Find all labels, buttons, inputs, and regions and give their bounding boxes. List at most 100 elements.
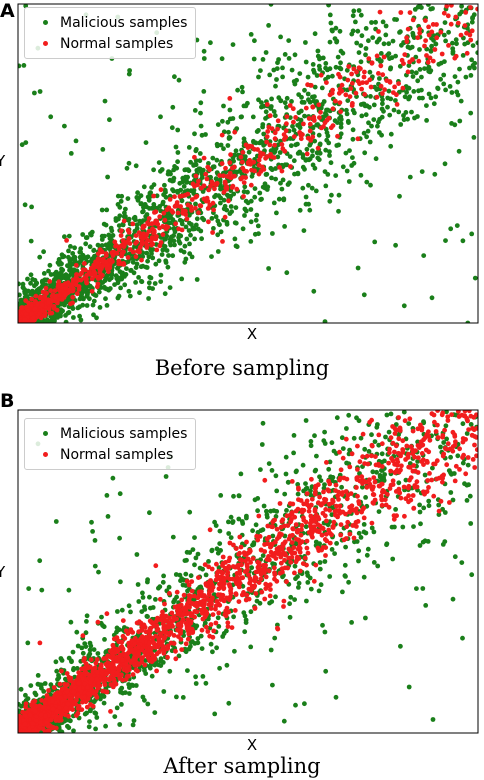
point-malicious (468, 110, 474, 116)
point-malicious (405, 44, 411, 50)
point-malicious (194, 277, 200, 282)
point-malicious (70, 306, 76, 311)
point-malicious (201, 48, 207, 54)
point-malicious (269, 96, 274, 102)
point-normal (394, 102, 400, 107)
point-normal (275, 126, 280, 132)
point-normal (232, 129, 238, 135)
point-normal (272, 130, 278, 136)
point-normal (425, 460, 430, 465)
point-normal (221, 189, 227, 195)
point-normal (410, 17, 416, 23)
point-normal (222, 179, 228, 185)
point-normal (400, 438, 406, 444)
point-malicious (25, 276, 30, 282)
point-normal (429, 29, 435, 35)
point-normal (337, 74, 343, 80)
point-normal (205, 206, 211, 211)
point-normal (248, 182, 254, 188)
point-malicious (318, 478, 324, 483)
point-normal (447, 500, 452, 505)
point-normal (201, 155, 207, 161)
point-malicious (46, 268, 51, 274)
point-malicious (226, 129, 231, 135)
point-malicious (147, 274, 153, 280)
point-normal (303, 105, 309, 111)
point-malicious (116, 293, 122, 299)
point-malicious (470, 43, 476, 48)
point-malicious (199, 236, 205, 242)
point-normal (92, 273, 98, 279)
point-malicious (287, 180, 292, 186)
point-malicious (407, 461, 413, 466)
point-normal (415, 426, 421, 432)
point-malicious (253, 217, 259, 223)
point-normal (277, 165, 282, 170)
point-malicious (137, 290, 142, 296)
point-malicious (236, 516, 242, 522)
point-malicious (436, 502, 442, 508)
point-malicious (419, 74, 424, 80)
point-malicious (151, 167, 157, 173)
point-malicious (67, 259, 73, 265)
point-malicious (342, 562, 348, 568)
point-malicious (331, 448, 337, 454)
point-malicious (422, 472, 428, 478)
point-malicious (301, 488, 306, 494)
point-malicious (452, 74, 458, 79)
point-malicious (71, 315, 76, 320)
point-malicious (280, 74, 285, 80)
plot-frame (17, 3, 479, 324)
point-normal (172, 204, 178, 209)
point-malicious (468, 73, 474, 78)
point-malicious (270, 533, 276, 539)
point-normal (430, 58, 436, 64)
legend-a: Malicious samples Normal samples (24, 7, 197, 59)
point-malicious (398, 122, 404, 127)
point-malicious (454, 41, 459, 47)
point-malicious (242, 213, 247, 218)
point-normal (402, 418, 408, 424)
point-normal (103, 259, 109, 265)
point-malicious (227, 107, 233, 113)
point-malicious (239, 84, 245, 90)
point-normal (353, 90, 359, 96)
point-malicious (413, 54, 419, 60)
point-malicious (192, 131, 197, 137)
point-malicious (175, 190, 181, 195)
point-malicious (144, 613, 150, 619)
point-malicious (226, 519, 231, 525)
point-malicious (313, 188, 319, 194)
point-malicious (454, 89, 460, 95)
point-malicious (126, 603, 132, 609)
point-malicious (273, 594, 278, 600)
point-malicious (163, 474, 169, 479)
point-malicious (362, 446, 368, 452)
point-malicious (450, 51, 456, 56)
point-normal (121, 261, 126, 266)
point-normal (178, 204, 184, 209)
point-malicious (175, 127, 181, 133)
point-malicious (184, 179, 190, 185)
point-normal (141, 231, 146, 237)
point-malicious (124, 266, 129, 271)
point-malicious (186, 168, 192, 174)
point-malicious (180, 175, 186, 181)
point-malicious (358, 435, 364, 441)
point-malicious (388, 131, 394, 137)
point-malicious (259, 442, 265, 447)
point-malicious (379, 132, 384, 138)
point-normal (80, 267, 86, 272)
point-malicious (264, 171, 270, 177)
point-malicious (295, 491, 301, 497)
point-malicious (215, 615, 221, 621)
point-malicious (19, 299, 24, 305)
point-malicious (87, 244, 93, 250)
point-malicious (383, 434, 388, 440)
point-malicious (297, 125, 303, 131)
point-malicious (249, 565, 255, 571)
point-malicious (122, 282, 128, 288)
point-normal (305, 82, 310, 88)
point-malicious (430, 465, 435, 471)
point-malicious (291, 158, 297, 164)
